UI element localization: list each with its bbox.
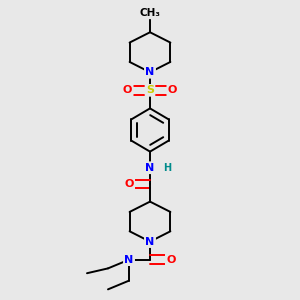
Text: O: O	[123, 85, 132, 95]
Text: H: H	[164, 163, 172, 173]
Text: CH₃: CH₃	[140, 8, 160, 18]
Text: O: O	[168, 85, 177, 95]
Text: O: O	[166, 255, 176, 265]
Text: S: S	[146, 85, 154, 95]
Text: N: N	[124, 255, 134, 265]
Text: N: N	[146, 237, 154, 247]
Text: O: O	[124, 179, 134, 189]
Text: N: N	[146, 67, 154, 77]
Text: N: N	[146, 163, 154, 173]
